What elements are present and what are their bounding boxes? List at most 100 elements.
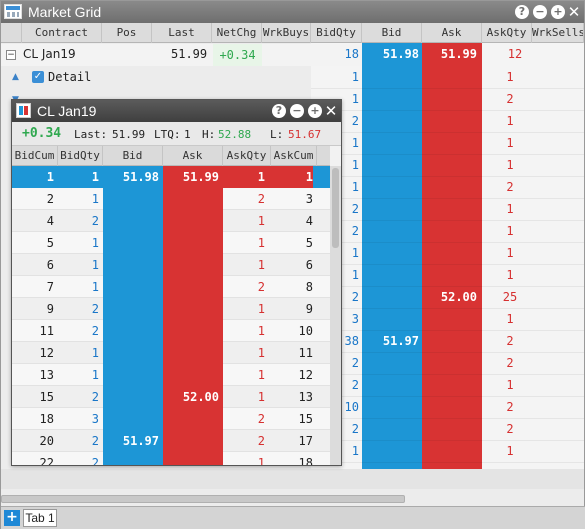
ladder-cell-ask [163,232,219,254]
depth-bidqty: 3 [351,312,359,326]
minimize-icon[interactable]: − [533,5,547,19]
ladder-cell-askqty: 1 [257,170,265,184]
ladder-cell-ask: 52.00 [182,390,219,404]
ladder-help-icon[interactable]: ? [272,104,286,118]
row-divider [311,110,584,111]
col-header-contract[interactable]: Contract [22,23,102,43]
ladder-cell-askqty: 1 [257,236,265,250]
ladder-col-bidcum[interactable]: BidCum [12,146,58,166]
ladder-vertical-scrollbar[interactable] [330,166,341,465]
ladder-cell-bidqty: 2 [91,456,99,466]
ladder-col-bidqty[interactable]: BidQty [58,146,103,166]
depth-askqty: 2 [506,422,514,436]
ladder-cell-bidcum: 22 [39,456,54,466]
ladder-row[interactable]: 15 2 52.00 1 13 [12,386,330,408]
ladder-close-icon[interactable]: ✕ [324,102,338,120]
col-header-last[interactable]: Last [152,23,212,43]
row-background [12,276,103,298]
col-header-pos[interactable]: Pos [102,23,152,43]
ladder-cell-bid [103,254,159,276]
ladder-cell-bid [103,210,159,232]
ladder-row[interactable]: 1 1 51.98 51.99 1 1 [12,166,330,188]
ladder-maximize-icon[interactable]: + [308,104,322,118]
row-background [223,210,330,232]
ladder-row[interactable]: 5 1 1 5 [12,232,330,254]
ladder-titlebar[interactable]: CL Jan19 ? − + ✕ [12,100,341,122]
row-divider [311,330,584,331]
depth-askqty: 25 [502,290,518,304]
ladder-row[interactable]: 18 3 2 15 [12,408,330,430]
scroll-thumb[interactable] [332,168,339,248]
ladder-row[interactable]: 20 2 51.97 2 17 [12,430,330,452]
col-header-askqty[interactable]: AskQty [482,23,532,43]
col-header-bidqty[interactable]: BidQty [311,23,362,43]
col-header-bid[interactable]: Bid [362,23,422,43]
depth-askqty: 2 [506,180,514,194]
bid-column[interactable] [362,43,422,489]
depth-bidqty: 1 [351,70,359,84]
grid-header: Contract Pos Last NetChg WrkBuys BidQty … [1,23,584,43]
ladder-cell-askqty: 1 [257,346,265,360]
row-background [12,408,103,430]
inst-bidqty: 18 [344,47,359,61]
ladder-cell-bidqty: 2 [91,390,99,404]
ladder-cell-bid [103,342,159,364]
ladder-cell-ask: 51.99 [182,170,219,184]
ladder-cell-ask [163,188,219,210]
ladder-row[interactable]: 13 1 1 12 [12,364,330,386]
ladder-cell-ask [163,408,219,430]
col-header-ask[interactable]: Ask [422,23,482,43]
inst-ask: 51.99 [440,47,477,61]
ladder-app-icon [16,103,31,118]
ladder-ask-column[interactable] [163,166,223,465]
window-titlebar[interactable]: Market Grid ? − + ✕ [1,1,584,23]
ladder-cell-ask [163,364,219,386]
ladder-col-askcum[interactable]: AskCum [271,146,317,166]
ladder-cell-askqty: 1 [257,302,265,316]
detail-checkbox[interactable]: ✓ [32,71,44,83]
tab-1[interactable]: Tab 1 [23,509,57,527]
detail-row: ▲ ✓ Detail ▼ [1,67,362,105]
ladder-minimize-icon[interactable]: − [290,104,304,118]
ladder-col-ask[interactable]: Ask [163,146,223,166]
close-icon[interactable]: ✕ [567,3,581,21]
ladder-row[interactable]: 12 1 1 11 [12,342,330,364]
ladder-row[interactable]: 6 1 1 6 [12,254,330,276]
maximize-icon[interactable]: + [551,5,565,19]
ladder-col-askqty[interactable]: AskQty [223,146,271,166]
col-header-wrkbuys[interactable]: WrkBuys [262,23,311,43]
ladder-row[interactable]: 11 2 1 10 [12,320,330,342]
ask-column[interactable] [422,43,482,489]
ladder-row[interactable]: 9 2 1 9 [12,298,330,320]
ladder-row[interactable]: 22 2 1 18 [12,452,330,466]
horizontal-scrollbar[interactable] [1,495,405,503]
depth-bidqty: 1 [351,268,359,282]
collapse-icon[interactable]: − [6,50,16,60]
ladder-cell-askqty: 2 [257,412,265,426]
row-divider [311,176,584,177]
askqty-column[interactable] [482,43,532,469]
ladder-row[interactable]: 7 1 2 8 [12,276,330,298]
ladder-low-label: L: [270,128,284,141]
ladder-cell-bid [103,452,159,465]
depth-askqty: 1 [506,158,514,172]
instrument-row[interactable]: − CL Jan19 51.99 +0.34 [1,44,362,66]
depth-bidqty: 2 [351,356,359,370]
ladder-row[interactable]: 4 2 1 4 [12,210,330,232]
ladder-col-bid[interactable]: Bid [103,146,163,166]
expand-up-icon[interactable]: ▲ [12,72,19,82]
col-header-netchg[interactable]: NetChg [212,23,262,43]
ladder-cell-askqty: 2 [257,434,265,448]
depth-askqty: 1 [506,114,514,128]
ladder-bid-column[interactable] [103,166,163,465]
row-background [223,452,330,465]
add-tab-button[interactable]: + [4,510,20,526]
wrksells-column[interactable] [532,43,584,469]
help-icon[interactable]: ? [515,5,529,19]
row-background [223,364,330,386]
row-divider [311,308,584,309]
row-divider [311,352,584,353]
col-header-wrksells[interactable]: WrkSells [532,23,584,43]
ladder-cell-ask [163,452,219,465]
ladder-row[interactable]: 2 1 2 3 [12,188,330,210]
